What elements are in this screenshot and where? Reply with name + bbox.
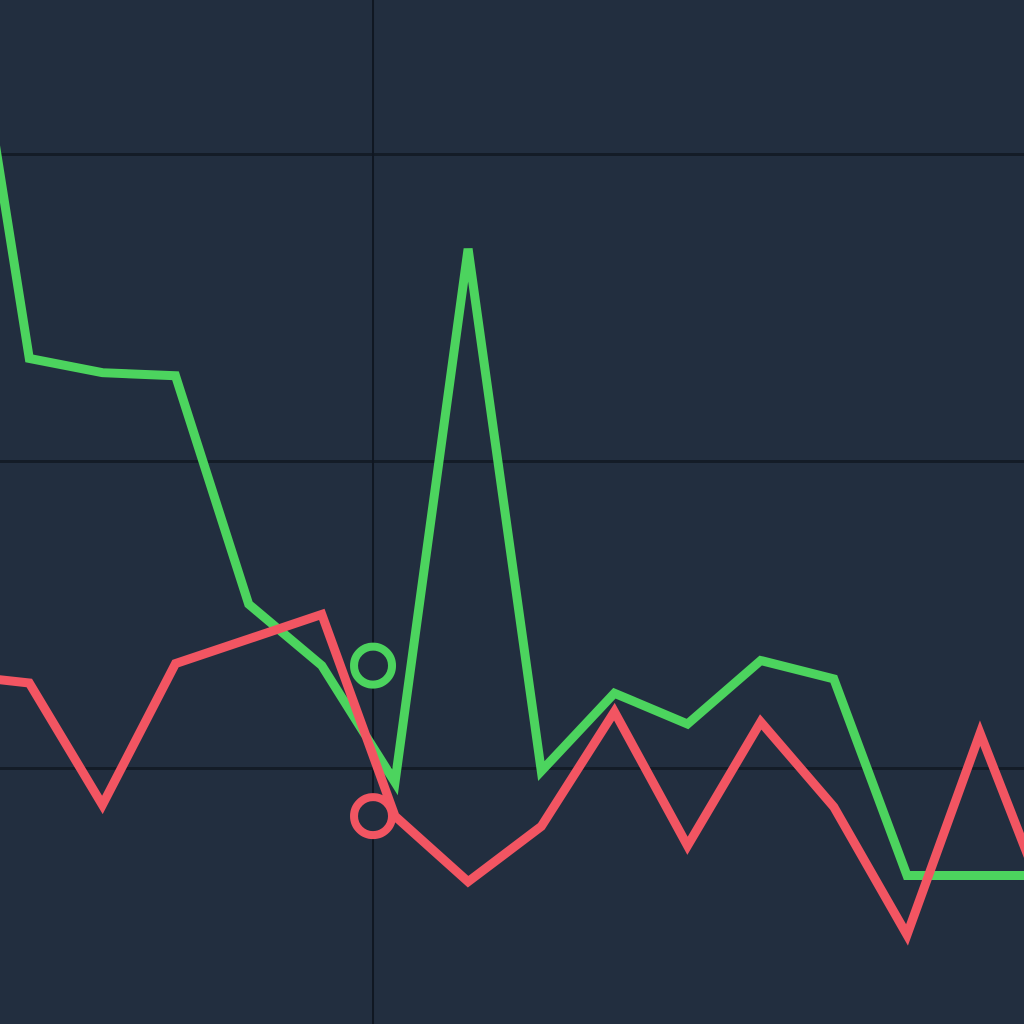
series-lines: [0, 145, 1024, 946]
hover-markers: [350, 642, 397, 840]
series-line-red: [0, 608, 1024, 946]
hover-marker-green: [350, 642, 397, 689]
hover-marker-red: [350, 793, 397, 840]
series-line-green: [0, 145, 1024, 880]
gridlines: [0, 153, 1024, 770]
